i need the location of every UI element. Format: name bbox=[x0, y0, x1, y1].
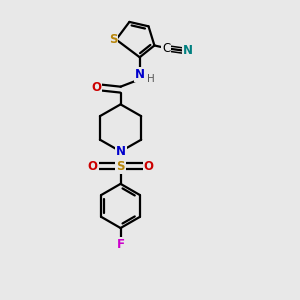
Text: S: S bbox=[116, 160, 125, 173]
Text: O: O bbox=[88, 160, 98, 173]
Text: C: C bbox=[162, 42, 170, 55]
Text: F: F bbox=[117, 238, 124, 251]
Text: N: N bbox=[116, 145, 126, 158]
Text: S: S bbox=[109, 33, 117, 46]
Text: O: O bbox=[91, 81, 101, 94]
Text: N: N bbox=[183, 44, 193, 57]
Text: N: N bbox=[135, 68, 145, 81]
Text: O: O bbox=[143, 160, 154, 173]
Text: H: H bbox=[147, 74, 155, 84]
